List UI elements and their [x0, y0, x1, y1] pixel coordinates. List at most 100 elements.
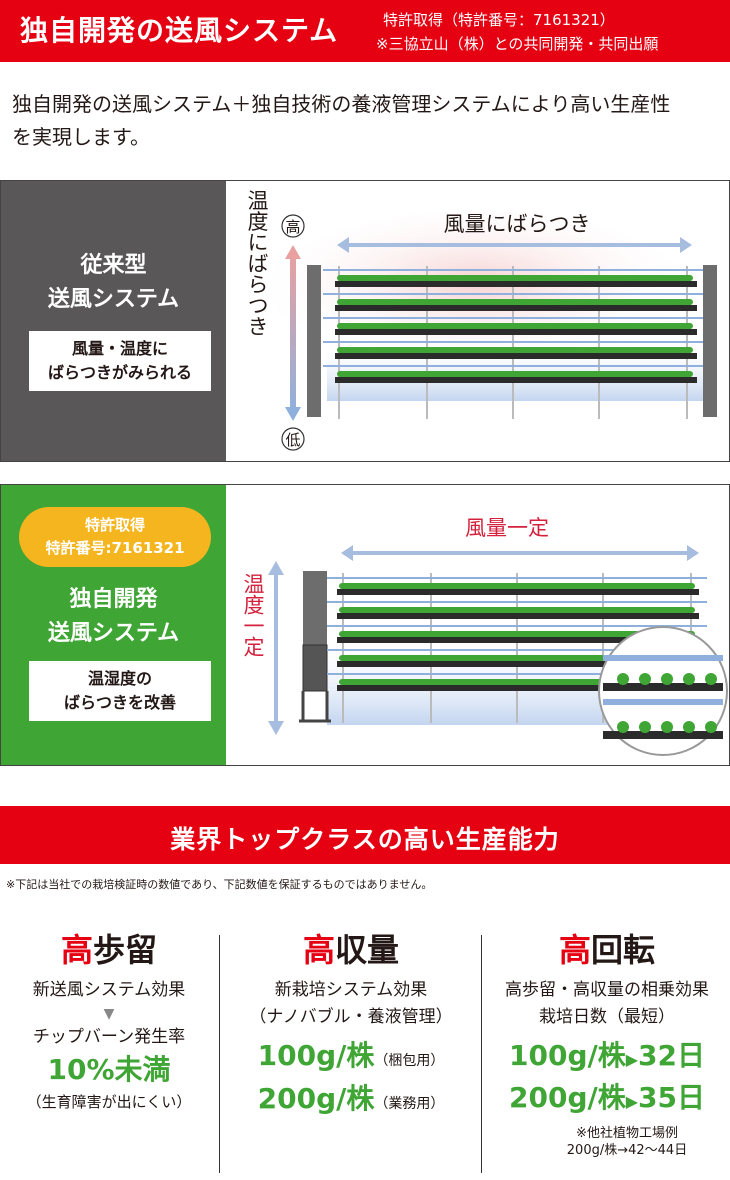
patent-note: 特許取得（特許番号：7161321） [383, 11, 615, 29]
effect-label: 新送風システム効果 [32, 980, 186, 1000]
play-arrow-icon: ▶ [625, 1050, 639, 1069]
patent-badge: 特許取得 特許番号:7161321 [19, 507, 211, 567]
left-fan-column [307, 265, 321, 417]
shelves [335, 281, 697, 383]
heading-accent: 高 [302, 931, 335, 969]
high-yield-rate-column: 高歩留 新送風システム効果 ▼ チップバーン発生率 10%未満 （生育障害が出に… [0, 925, 218, 1116]
synergy-label: 高歩留・高収量の相乗効果 [505, 980, 709, 1000]
developed-side: 特許取得 特許番号:7161321 独自開発 送風システム 温湿度の ばらつきを… [1, 485, 226, 765]
intro-text: 独自開発の送風システム＋独自技術の養液管理システムにより高い生産性 を実現します… [12, 88, 722, 154]
tipburn-rate-note: （生育障害が出にくい） [26, 1093, 192, 1111]
airflow-variation-label: 風量にばらつき [444, 212, 591, 236]
yield-value-2: 200g/株（業務用） [222, 1080, 480, 1123]
conventional-title: 従来型 送風システム [1, 249, 226, 317]
heading-accent: 高 [60, 931, 93, 969]
column-divider [481, 935, 482, 1173]
developed-benefit-box: 温湿度の ばらつきを改善 [29, 661, 211, 721]
developed-benefit-line-2: ばらつきを改善 [63, 693, 176, 712]
conventional-rack-illustration: 高 低 温度にばらつき 風量にばらつき [245, 190, 717, 451]
high-yield-heading: 高収量 [222, 925, 480, 977]
air-lines [323, 269, 703, 367]
right-fan-column [703, 265, 717, 417]
airflow-arrow-shaft [347, 243, 682, 247]
patent-badge-line-2: 特許番号:7161321 [45, 539, 185, 557]
turnover-value-1-weight: 100g/株 [509, 1039, 626, 1072]
productivity-title: 業界トップクラスの高い生産能力 [170, 825, 560, 854]
fan-stand [299, 691, 331, 723]
temperature-constant-label: 温度一定 [241, 573, 265, 657]
high-yield-column: 高収量 新栽培システム効果 （ナノバブル・養液管理） 100g/株（梱包用） 2… [222, 925, 480, 1123]
tipburn-rate-value: 10%未満 [47, 1053, 171, 1086]
heading-rest: 歩留 [93, 931, 158, 969]
tipburn-rate-label: チップバーン発生率 [32, 1027, 186, 1047]
shelves [337, 589, 699, 691]
airflow-constant-label: 風量一定 [465, 516, 549, 540]
temperature-arrow-down [268, 721, 284, 735]
comparison-note-2: 200g/株→42〜44日 [566, 1143, 688, 1158]
temperature-variation-label: 温度にばらつき [245, 190, 269, 337]
comparison-note-1: ※他社植物工場例 [576, 1126, 678, 1141]
developed-diagram: 温度一定 風量一定 [227, 485, 729, 765]
high-yield-rate-heading: 高歩留 [0, 925, 218, 977]
cultivation-days-label: 栽培日数（最短） [539, 1007, 675, 1027]
conventional-issue-line-2: ばらつきがみられる [47, 363, 192, 382]
temperature-arrow-down [285, 407, 301, 421]
high-marker [281, 214, 305, 238]
developed-benefit-line-1: 温湿度の [87, 669, 152, 688]
conventional-issue-box: 風量・温度に ばらつきがみられる [29, 331, 211, 391]
down-triangle-icon: ▼ [103, 1006, 115, 1022]
turnover-value-1: 100g/株▶32日 [484, 1037, 730, 1079]
fan-unit [302, 644, 328, 692]
yield-value-1: 100g/株（梱包用） [222, 1037, 480, 1080]
column-divider [219, 935, 220, 1173]
airflow-arrow-right [680, 237, 692, 253]
heading-rest: 収量 [335, 931, 400, 969]
joint-development-note: ※三協立山（株）との共同開発・共同出願 [376, 35, 659, 53]
temperature-arrow-shaft [290, 253, 296, 413]
plants [337, 275, 693, 377]
conventional-side: 従来型 送風システム 風量・温度に ばらつきがみられる [1, 181, 226, 461]
yield-value-1-note: （梱包用） [374, 1053, 445, 1069]
svg-text:温度にばらつき: 温度にばらつき [245, 190, 269, 337]
disclaimer-note: ※下記は当社での栽培検証時の数値であり、下記数値を保証するものではありません。 [6, 878, 433, 891]
temperature-arrow-up [285, 245, 301, 259]
turnover-value-2-weight: 200g/株 [509, 1081, 626, 1114]
zoom-detail [598, 626, 728, 756]
header-title: 独自開発の送風システム [20, 14, 339, 47]
yield-value-2-number: 200g/株 [257, 1082, 375, 1115]
yield-value-1-number: 100g/株 [257, 1039, 375, 1072]
turnover-value-2-days: 35日 [638, 1081, 705, 1114]
airflow-arrow-left [337, 237, 349, 253]
conventional-title-line-1: 従来型 [80, 253, 147, 278]
high-label: 高 [285, 218, 300, 236]
heading-accent: 高 [558, 931, 591, 969]
airflow-arrow-right [687, 545, 699, 561]
system-detail-label: （ナノバブル・養液管理） [249, 1007, 453, 1027]
turnover-value-1-days: 32日 [638, 1039, 705, 1072]
temperature-arrow-up [268, 561, 284, 575]
low-marker [281, 427, 305, 451]
developed-title: 独自開発 送風システム [1, 583, 226, 651]
conventional-system-panel: 従来型 送風システム 風量・温度に ばらつきがみられる [0, 180, 730, 462]
turnover-value-2: 200g/株▶35日 [484, 1079, 730, 1121]
conventional-diagram: 高 低 温度にばらつき 風量にばらつき [227, 181, 729, 461]
temperature-arrow-shaft [274, 573, 278, 723]
conventional-title-line-2: 送風システム [47, 287, 180, 312]
developed-system-panel: 特許取得 特許番号:7161321 独自開発 送風システム 温湿度の ばらつきを… [0, 484, 730, 766]
low-label: 低 [285, 431, 300, 449]
intro-line-1: 独自開発の送風システム＋独自技術の養液管理システムにより高い生産性 [12, 92, 671, 116]
developed-title-line-2: 送風システム [47, 621, 180, 646]
patent-badge-line-1: 特許取得 [84, 516, 145, 534]
intro-line-2: を実現します。 [12, 125, 150, 149]
high-turnover-heading: 高回転 [484, 925, 730, 977]
high-turnover-column: 高回転 高歩留・高収量の相乗効果 栽培日数（最短） 100g/株▶32日 200… [484, 925, 730, 1159]
system-effect-label: 新栽培システム効果 [274, 980, 428, 1000]
developed-rack-illustration: 温度一定 風量一定 [241, 516, 728, 756]
airflow-arrow-shaft [351, 551, 689, 555]
header-bar: 独自開発の送風システム 特許取得（特許番号：7161321） ※三協立山（株）と… [0, 0, 730, 62]
conventional-issue-line-1: 風量・温度に [71, 339, 168, 358]
yield-value-2-note: （業務用） [374, 1096, 445, 1112]
productivity-bar: 業界トップクラスの高い生産能力 [0, 806, 730, 864]
heading-rest: 回転 [591, 931, 656, 969]
developed-title-line-1: 独自開発 [69, 587, 158, 612]
